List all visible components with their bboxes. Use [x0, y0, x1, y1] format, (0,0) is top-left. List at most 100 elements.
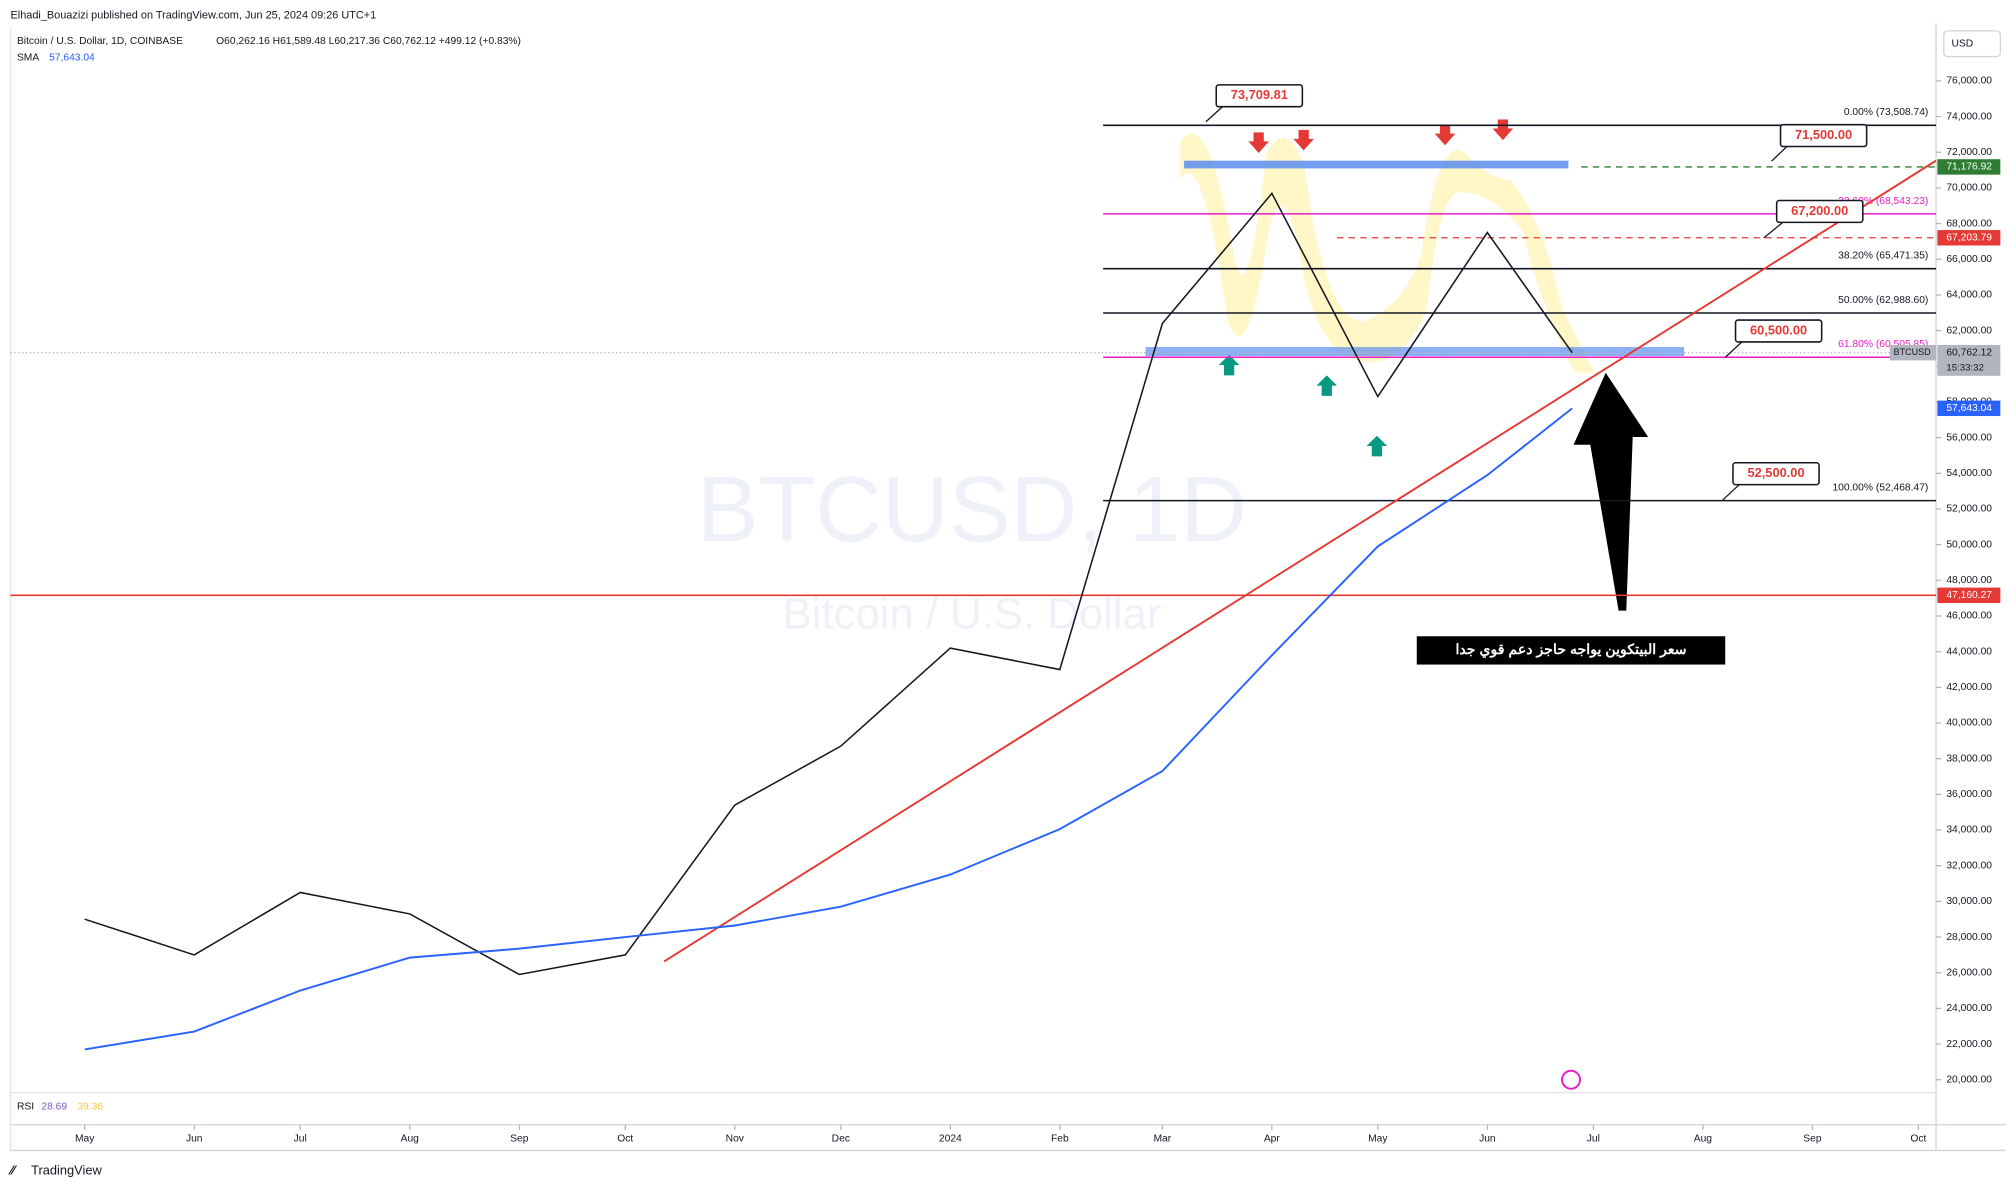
x-tick-label: Oct — [617, 1134, 633, 1145]
sma-label: SMA — [17, 53, 39, 64]
y-tick-label: 42,000.00 — [1946, 682, 1992, 693]
price-label: 57,643.04 — [1946, 403, 1992, 414]
callout-pointer — [1724, 340, 1744, 358]
y-tick-label: 50,000.00 — [1946, 539, 1992, 550]
sma-line — [84, 407, 1573, 1051]
rsi-value: 28.69 — [41, 1101, 67, 1112]
annotation-box — [1416, 636, 1726, 665]
y-tick-label: 64,000.00 — [1946, 290, 1992, 301]
y-tick-label: 34,000.00 — [1946, 825, 1992, 836]
alert-icon[interactable] — [1561, 1069, 1581, 1090]
y-tick-label: 52,000.00 — [1946, 504, 1992, 515]
y-tick-label: 48,000.00 — [1946, 575, 1992, 586]
currency: USD — [1951, 38, 1973, 49]
price-label: 60,762.12 — [1946, 347, 1992, 358]
callout-label: 60,500.00 — [1750, 322, 1807, 337]
currency-box[interactable] — [1943, 30, 2001, 58]
symbol-label: BTCUSD — [1894, 347, 1931, 357]
x-tick-label: Nov — [726, 1134, 745, 1145]
callout-box — [1775, 199, 1864, 224]
callout-pointer — [1763, 220, 1785, 239]
x-tick-label: May — [75, 1134, 95, 1145]
big-arrow — [1573, 372, 1649, 611]
y-tick-label: 62,000.00 — [1946, 325, 1992, 336]
callout-pointer — [1771, 144, 1789, 162]
y-tick-label: 20,000.00 — [1946, 1074, 1992, 1085]
y-tick-label: 22,000.00 — [1946, 1039, 1992, 1050]
y-tick-label: 26,000.00 — [1946, 967, 1992, 978]
fib-label: 100.00% (52,468.47) — [1832, 482, 1928, 493]
watermark: BTCUSD, 1D — [697, 457, 1247, 561]
ohlc: O60,262.16 H61,589.48 L60,217.36 C60,762… — [216, 36, 521, 47]
price-label-box — [1937, 230, 2001, 246]
price-label: 71,176.92 — [1946, 162, 1992, 173]
sma-value: 57,643.04 — [49, 53, 95, 64]
footer: TradingView — [31, 1162, 102, 1177]
x-tick-label: Feb — [1051, 1134, 1069, 1145]
callout-label: 73,709.81 — [1231, 87, 1288, 102]
price-label: 67,203.79 — [1946, 233, 1992, 244]
y-tick-label: 30,000.00 — [1946, 896, 1992, 907]
callout-box — [1734, 319, 1823, 343]
fib-label: 38.20% (65,471.35) — [1838, 251, 1928, 262]
up-arrows — [1218, 354, 1388, 457]
trendline — [663, 159, 1937, 963]
countdown: 15:33:32 — [1946, 363, 1983, 374]
callout-box — [1779, 123, 1868, 148]
y-tick-label: 32,000.00 — [1946, 860, 1992, 871]
y-tick-label: 56,000.00 — [1946, 432, 1992, 443]
support-zone — [1145, 347, 1685, 357]
fib-label: 0.00% (73,508.74) — [1844, 107, 1928, 118]
price-label-box — [1937, 159, 2001, 175]
x-tick-label: Jun — [1479, 1134, 1496, 1145]
x-tick-label: Aug — [401, 1134, 420, 1145]
x-tick-label: Jul — [294, 1134, 307, 1145]
price-label-box — [1937, 587, 2001, 604]
publisher: Elhadi_Bouazizi published on TradingView… — [11, 9, 377, 21]
x-tick-label: Sep — [1803, 1134, 1822, 1145]
rsi-ma: 39.36 — [77, 1101, 103, 1112]
y-tick-label: 66,000.00 — [1946, 254, 1992, 265]
callout-label: 52,500.00 — [1747, 465, 1804, 480]
price-line — [84, 191, 1573, 976]
callout-pointer — [1205, 104, 1225, 123]
watermark-sub: Bitcoin / U.S. Dollar — [783, 590, 1162, 639]
drawings — [10, 119, 1937, 665]
x-tick-label: Sep — [510, 1134, 529, 1145]
pattern-highlight — [1180, 133, 1595, 373]
fib-label: 61.80% (60,505.85) — [1838, 339, 1928, 350]
x-tick-label: Dec — [832, 1134, 850, 1145]
x-tick-label: Oct — [1910, 1134, 1926, 1145]
x-tick-label: May — [1368, 1134, 1388, 1145]
callout-box — [1732, 461, 1820, 486]
y-tick-label: 46,000.00 — [1946, 611, 1992, 622]
down-arrows — [1248, 119, 1514, 153]
y-tick-label: 76,000.00 — [1946, 76, 1992, 87]
callout-pointer — [1722, 482, 1742, 501]
price-label: 47,160.27 — [1946, 590, 1992, 601]
y-tick-label: 44,000.00 — [1946, 646, 1992, 657]
y-tick-label: 70,000.00 — [1946, 183, 1992, 194]
x-tick-label: Jun — [186, 1134, 203, 1145]
x-tick-label: Apr — [1264, 1134, 1281, 1145]
price-label-box — [1937, 344, 2001, 376]
footer-logo: ⁄⁄ — [8, 1162, 18, 1177]
x-tick-label: Aug — [1694, 1134, 1713, 1145]
y-tick-label: 68,000.00 — [1946, 218, 1992, 229]
y-tick-label: 74,000.00 — [1946, 111, 1992, 122]
price-label-box — [1937, 400, 2001, 417]
x-tick-label: 2024 — [939, 1134, 962, 1145]
y-tick-label: 54,000.00 — [1946, 468, 1992, 479]
y-tick-label: 72,000.00 — [1946, 147, 1992, 158]
callout-box — [1215, 84, 1304, 108]
fib-label: 50.00% (62,988.60) — [1838, 295, 1928, 306]
resistance-zone — [1184, 160, 1569, 169]
annotation: سعر البيتكوين يواجه حاجز دعم قوي جدا — [1455, 641, 1686, 658]
x-tick-label: Mar — [1153, 1134, 1171, 1145]
y-tick-label: 28,000.00 — [1946, 932, 1992, 943]
y-tick-label: 24,000.00 — [1946, 1003, 1992, 1014]
fib-label: 23.60% (68,543.23) — [1838, 196, 1928, 207]
y-tick-label: 36,000.00 — [1946, 789, 1992, 800]
callout-label: 71,500.00 — [1795, 127, 1852, 142]
